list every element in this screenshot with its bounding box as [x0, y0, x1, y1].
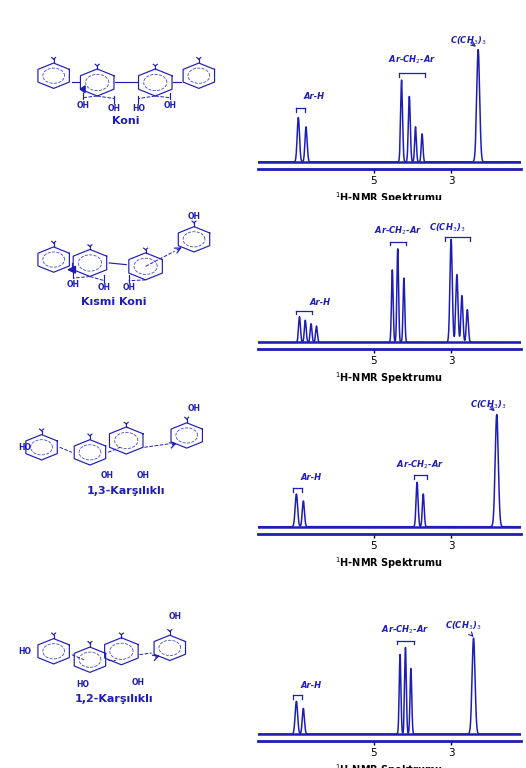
- Text: OH: OH: [122, 283, 135, 293]
- Text: OH: OH: [98, 283, 111, 293]
- Text: Ar-CH$_2$-Ar: Ar-CH$_2$-Ar: [374, 224, 422, 237]
- Text: C(CH$_3$)$_3$: C(CH$_3$)$_3$: [429, 221, 466, 233]
- Text: OH: OH: [132, 678, 145, 687]
- Text: C(CH$_3$)$_3$: C(CH$_3$)$_3$: [470, 399, 506, 411]
- Text: Ar-CH$_2$-Ar: Ar-CH$_2$-Ar: [381, 624, 430, 636]
- Text: HO: HO: [132, 104, 145, 114]
- Text: OH: OH: [187, 405, 200, 413]
- X-axis label: $^1$H-NMR Spektrumu: $^1$H-NMR Spektrumu: [336, 554, 443, 571]
- Text: Kısmi Koni: Kısmi Koni: [82, 296, 147, 306]
- Text: OH: OH: [137, 471, 150, 480]
- Polygon shape: [68, 266, 75, 273]
- Text: OH: OH: [66, 280, 79, 289]
- Text: HO: HO: [18, 443, 31, 452]
- Text: Ar-H: Ar-H: [304, 92, 325, 101]
- Text: OH: OH: [108, 104, 120, 114]
- Text: C(CH$_3$)$_3$: C(CH$_3$)$_3$: [446, 620, 482, 636]
- Polygon shape: [80, 86, 85, 93]
- X-axis label: $^1$H-NMR Spektrumu: $^1$H-NMR Spektrumu: [336, 370, 443, 386]
- Text: Ar-H: Ar-H: [300, 680, 322, 690]
- Text: OH: OH: [100, 471, 114, 480]
- Text: Ar-H: Ar-H: [300, 473, 322, 482]
- Text: HO: HO: [18, 647, 31, 656]
- X-axis label: $^1$H-NMR Spektrumu: $^1$H-NMR Spektrumu: [336, 190, 443, 206]
- X-axis label: $^1$H-NMR Spektrumu: $^1$H-NMR Spektrumu: [336, 762, 443, 768]
- Text: HO: HO: [76, 680, 89, 689]
- Text: 1,2-Karşılıklı: 1,2-Karşılıklı: [75, 694, 154, 703]
- Text: 1,3-Karşılıklı: 1,3-Karşılıklı: [87, 486, 166, 496]
- Text: C(CH$_3$)$_3$: C(CH$_3$)$_3$: [450, 35, 487, 48]
- Text: Ar-H: Ar-H: [309, 298, 330, 307]
- Text: Ar-CH$_2$-Ar: Ar-CH$_2$-Ar: [396, 458, 444, 471]
- Text: Ar-CH$_2$-Ar: Ar-CH$_2$-Ar: [388, 54, 437, 66]
- Text: OH: OH: [168, 612, 181, 621]
- Text: OH: OH: [76, 101, 89, 110]
- Text: Koni: Koni: [113, 116, 140, 126]
- Text: OH: OH: [163, 101, 176, 110]
- Text: OH: OH: [187, 212, 200, 220]
